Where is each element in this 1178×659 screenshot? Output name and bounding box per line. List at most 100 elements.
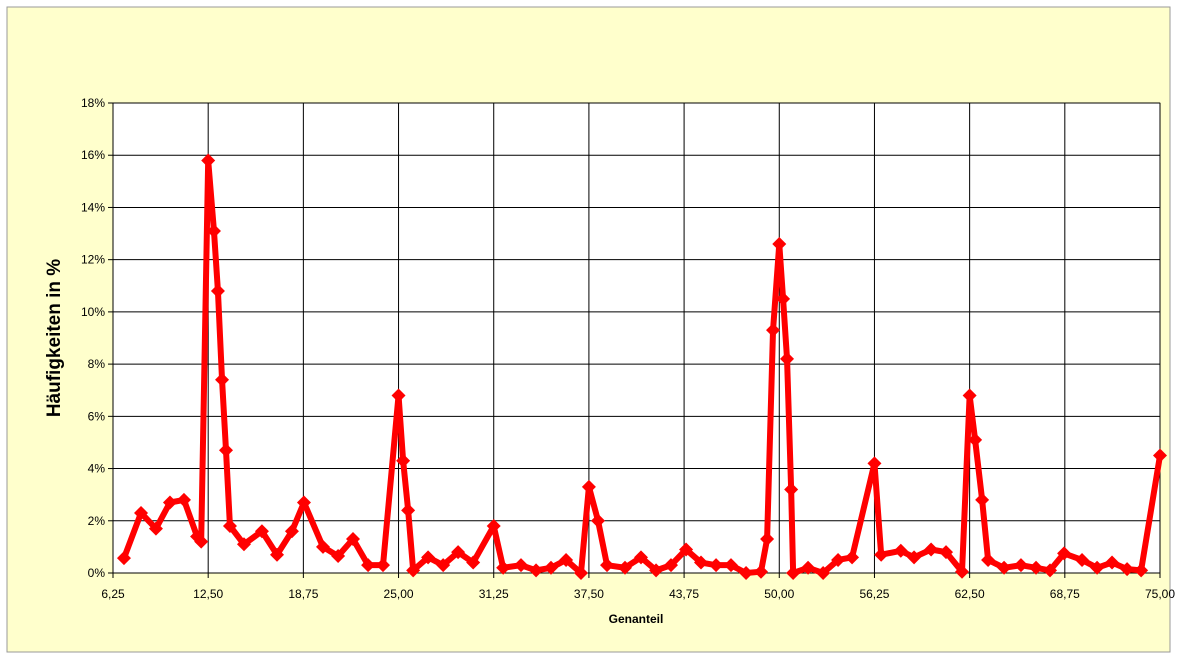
x-tick-label: 37,50	[574, 587, 604, 601]
marker	[396, 453, 411, 468]
marker	[466, 555, 481, 570]
marker	[591, 513, 606, 528]
marker	[780, 351, 795, 366]
x-tick-label: 43,75	[669, 587, 699, 601]
marker	[270, 547, 285, 562]
marker	[346, 532, 361, 547]
x-tick-label: 56,25	[859, 587, 889, 601]
marker	[893, 543, 908, 558]
marker	[529, 563, 544, 578]
marker	[573, 566, 588, 580]
marker	[816, 566, 831, 580]
y-tick-label: 10%	[81, 305, 105, 319]
marker	[600, 558, 615, 573]
y-tick-label: 0%	[88, 566, 106, 580]
marker	[784, 482, 799, 497]
y-tick-label: 16%	[81, 148, 105, 162]
marker	[486, 519, 501, 533]
marker	[162, 495, 177, 510]
marker	[845, 550, 860, 565]
marker	[776, 291, 791, 306]
marker	[236, 537, 251, 552]
marker	[581, 479, 596, 494]
marker	[1057, 546, 1072, 561]
marker	[296, 495, 311, 510]
marker	[406, 563, 421, 578]
marker	[1043, 563, 1058, 578]
x-tick-label: 18,75	[288, 587, 318, 601]
marker	[801, 560, 816, 575]
plot-area	[112, 102, 1161, 574]
x-tick-label: 6,25	[101, 587, 125, 601]
x-tick-label: 25,00	[384, 587, 414, 601]
marker	[709, 558, 724, 573]
marker	[633, 550, 648, 565]
x-tick-label: 75,00	[1145, 587, 1175, 601]
marker	[955, 564, 970, 579]
marker	[867, 456, 882, 471]
marker	[981, 552, 996, 567]
marker	[316, 539, 331, 554]
marker	[1013, 558, 1028, 573]
marker	[421, 550, 436, 565]
y-tick-label: 6%	[88, 409, 106, 423]
marker	[206, 223, 221, 238]
x-tick-label: 50,00	[764, 587, 794, 601]
marker	[176, 492, 191, 507]
marker	[760, 532, 775, 547]
x-tick-label: 31,25	[479, 587, 509, 601]
marker	[543, 560, 558, 575]
x-tick-label: 62,50	[955, 587, 985, 601]
marker	[436, 558, 451, 573]
marker	[962, 388, 977, 403]
marker	[451, 545, 466, 560]
marker	[939, 545, 954, 560]
marker	[997, 560, 1012, 575]
marker	[401, 503, 416, 518]
marker	[663, 558, 678, 573]
marker	[222, 519, 237, 533]
marker	[201, 153, 216, 168]
marker	[331, 549, 346, 564]
y-tick-label: 8%	[88, 357, 106, 371]
marker	[496, 560, 511, 575]
marker	[1075, 552, 1090, 567]
y-tick-label: 12%	[81, 253, 105, 267]
marker	[753, 564, 768, 579]
marker	[693, 555, 708, 570]
marker	[210, 284, 225, 298]
marker	[1105, 555, 1120, 570]
marker	[254, 524, 269, 539]
y-axis-title: Häufigkeiten in %	[44, 259, 65, 417]
marker	[907, 550, 922, 565]
marker	[134, 505, 149, 520]
marker	[215, 372, 230, 387]
marker	[874, 547, 889, 562]
marker	[391, 388, 406, 403]
marker	[1134, 563, 1149, 578]
marker	[1120, 562, 1135, 577]
marker	[786, 566, 801, 580]
marker	[1090, 560, 1105, 575]
y-tick-label: 2%	[88, 514, 106, 528]
marker	[831, 552, 846, 567]
marker	[361, 558, 376, 573]
x-axis-title: Genanteil	[609, 612, 664, 626]
marker	[284, 524, 299, 539]
marker	[766, 323, 781, 338]
marker	[618, 560, 633, 575]
marker	[924, 542, 939, 557]
marker	[194, 534, 209, 549]
marker	[148, 521, 163, 536]
y-tick-label: 18%	[81, 96, 105, 110]
marker	[1029, 560, 1044, 575]
marker	[723, 558, 738, 573]
marker	[1153, 448, 1167, 463]
marker	[772, 237, 787, 251]
x-tick-label: 12,50	[193, 587, 223, 601]
marker	[679, 542, 694, 557]
marker	[975, 492, 990, 507]
marker	[559, 552, 574, 567]
marker	[739, 566, 754, 580]
